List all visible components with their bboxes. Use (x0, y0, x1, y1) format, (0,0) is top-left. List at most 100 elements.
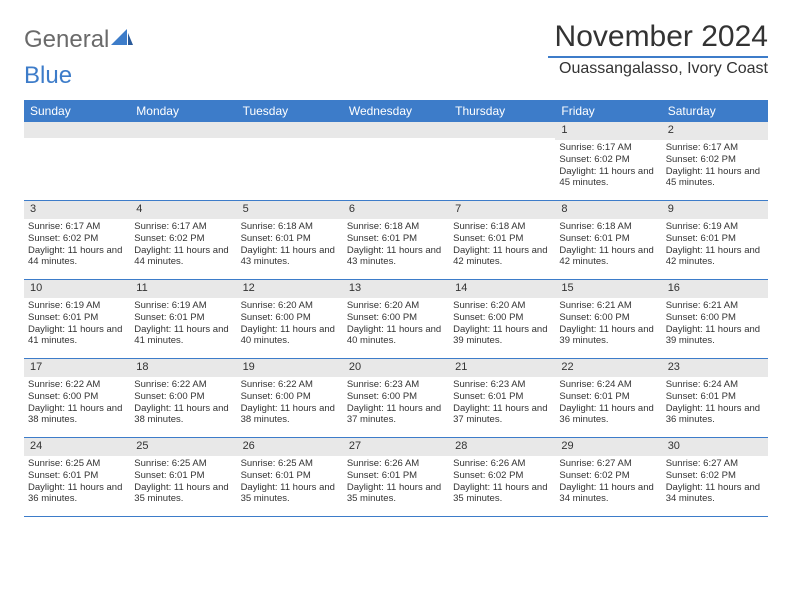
day-number (24, 122, 130, 138)
day-cell: 17Sunrise: 6:22 AMSunset: 6:00 PMDayligh… (24, 359, 130, 437)
dayheader-fri: Friday (555, 100, 661, 122)
sunset-text: Sunset: 6:00 PM (347, 312, 445, 324)
day-number: 9 (662, 201, 768, 219)
weeks-container: 1Sunrise: 6:17 AMSunset: 6:02 PMDaylight… (24, 122, 768, 517)
sunset-text: Sunset: 6:01 PM (347, 233, 445, 245)
sunrise-text: Sunrise: 6:17 AM (134, 221, 232, 233)
day-cell (237, 122, 343, 200)
day-body: Sunrise: 6:27 AMSunset: 6:02 PMDaylight:… (555, 456, 661, 510)
day-body: Sunrise: 6:20 AMSunset: 6:00 PMDaylight:… (449, 298, 555, 352)
daylight-text: Daylight: 11 hours and 38 minutes. (28, 403, 126, 427)
daylight-text: Daylight: 11 hours and 40 minutes. (241, 324, 339, 348)
sunset-text: Sunset: 6:02 PM (453, 470, 551, 482)
daylight-text: Daylight: 11 hours and 36 minutes. (559, 403, 657, 427)
day-cell: 29Sunrise: 6:27 AMSunset: 6:02 PMDayligh… (555, 438, 661, 516)
day-number: 14 (449, 280, 555, 298)
daylight-text: Daylight: 11 hours and 35 minutes. (347, 482, 445, 506)
sunrise-text: Sunrise: 6:19 AM (134, 300, 232, 312)
day-number: 16 (662, 280, 768, 298)
sunrise-text: Sunrise: 6:21 AM (559, 300, 657, 312)
day-body: Sunrise: 6:24 AMSunset: 6:01 PMDaylight:… (555, 377, 661, 431)
day-body: Sunrise: 6:18 AMSunset: 6:01 PMDaylight:… (555, 219, 661, 273)
day-cell: 8Sunrise: 6:18 AMSunset: 6:01 PMDaylight… (555, 201, 661, 279)
daylight-text: Daylight: 11 hours and 35 minutes. (241, 482, 339, 506)
day-number (237, 122, 343, 138)
day-number: 20 (343, 359, 449, 377)
daylight-text: Daylight: 11 hours and 41 minutes. (28, 324, 126, 348)
day-number: 21 (449, 359, 555, 377)
week-row: 1Sunrise: 6:17 AMSunset: 6:02 PMDaylight… (24, 122, 768, 201)
dayheader-wed: Wednesday (343, 100, 449, 122)
daylight-text: Daylight: 11 hours and 35 minutes. (134, 482, 232, 506)
day-number: 18 (130, 359, 236, 377)
day-cell: 9Sunrise: 6:19 AMSunset: 6:01 PMDaylight… (662, 201, 768, 279)
day-cell: 26Sunrise: 6:25 AMSunset: 6:01 PMDayligh… (237, 438, 343, 516)
sunset-text: Sunset: 6:00 PM (347, 391, 445, 403)
week-row: 3Sunrise: 6:17 AMSunset: 6:02 PMDaylight… (24, 201, 768, 280)
day-number: 26 (237, 438, 343, 456)
day-cell: 23Sunrise: 6:24 AMSunset: 6:01 PMDayligh… (662, 359, 768, 437)
sunset-text: Sunset: 6:01 PM (453, 391, 551, 403)
daylight-text: Daylight: 11 hours and 37 minutes. (347, 403, 445, 427)
sail-icon (111, 29, 133, 47)
day-cell: 24Sunrise: 6:25 AMSunset: 6:01 PMDayligh… (24, 438, 130, 516)
sunrise-text: Sunrise: 6:18 AM (347, 221, 445, 233)
day-cell: 2Sunrise: 6:17 AMSunset: 6:02 PMDaylight… (662, 122, 768, 200)
day-header-row: Sunday Monday Tuesday Wednesday Thursday… (24, 100, 768, 122)
daylight-text: Daylight: 11 hours and 35 minutes. (453, 482, 551, 506)
sunrise-text: Sunrise: 6:22 AM (241, 379, 339, 391)
day-body: Sunrise: 6:25 AMSunset: 6:01 PMDaylight:… (237, 456, 343, 510)
sunset-text: Sunset: 6:01 PM (666, 391, 764, 403)
day-number: 23 (662, 359, 768, 377)
day-body: Sunrise: 6:22 AMSunset: 6:00 PMDaylight:… (130, 377, 236, 431)
sunset-text: Sunset: 6:00 PM (28, 391, 126, 403)
day-body: Sunrise: 6:17 AMSunset: 6:02 PMDaylight:… (24, 219, 130, 273)
sunrise-text: Sunrise: 6:24 AM (666, 379, 764, 391)
sunset-text: Sunset: 6:00 PM (666, 312, 764, 324)
sunrise-text: Sunrise: 6:26 AM (453, 458, 551, 470)
day-body: Sunrise: 6:27 AMSunset: 6:02 PMDaylight:… (662, 456, 768, 510)
day-body: Sunrise: 6:17 AMSunset: 6:02 PMDaylight:… (130, 219, 236, 273)
day-number: 1 (555, 122, 661, 140)
day-number: 27 (343, 438, 449, 456)
sunset-text: Sunset: 6:00 PM (241, 391, 339, 403)
day-cell: 3Sunrise: 6:17 AMSunset: 6:02 PMDaylight… (24, 201, 130, 279)
day-number: 22 (555, 359, 661, 377)
brand-part1: General (24, 26, 109, 54)
sunrise-text: Sunrise: 6:20 AM (347, 300, 445, 312)
sunrise-text: Sunrise: 6:26 AM (347, 458, 445, 470)
day-cell: 11Sunrise: 6:19 AMSunset: 6:01 PMDayligh… (130, 280, 236, 358)
day-body: Sunrise: 6:23 AMSunset: 6:00 PMDaylight:… (343, 377, 449, 431)
day-body (449, 138, 555, 144)
sunset-text: Sunset: 6:01 PM (347, 470, 445, 482)
sunrise-text: Sunrise: 6:27 AM (666, 458, 764, 470)
dayheader-tue: Tuesday (237, 100, 343, 122)
day-body: Sunrise: 6:18 AMSunset: 6:01 PMDaylight:… (237, 219, 343, 273)
sunrise-text: Sunrise: 6:23 AM (347, 379, 445, 391)
day-number: 28 (449, 438, 555, 456)
sunrise-text: Sunrise: 6:27 AM (559, 458, 657, 470)
day-number: 10 (24, 280, 130, 298)
day-number: 13 (343, 280, 449, 298)
sunset-text: Sunset: 6:01 PM (559, 233, 657, 245)
sunset-text: Sunset: 6:02 PM (666, 470, 764, 482)
week-row: 10Sunrise: 6:19 AMSunset: 6:01 PMDayligh… (24, 280, 768, 359)
day-cell (130, 122, 236, 200)
day-body (130, 138, 236, 144)
day-body: Sunrise: 6:22 AMSunset: 6:00 PMDaylight:… (237, 377, 343, 431)
sunset-text: Sunset: 6:02 PM (28, 233, 126, 245)
day-body: Sunrise: 6:18 AMSunset: 6:01 PMDaylight:… (449, 219, 555, 273)
day-body: Sunrise: 6:26 AMSunset: 6:01 PMDaylight:… (343, 456, 449, 510)
day-number (343, 122, 449, 138)
day-body: Sunrise: 6:19 AMSunset: 6:01 PMDaylight:… (662, 219, 768, 273)
sunset-text: Sunset: 6:00 PM (241, 312, 339, 324)
sunset-text: Sunset: 6:00 PM (559, 312, 657, 324)
day-number: 19 (237, 359, 343, 377)
daylight-text: Daylight: 11 hours and 38 minutes. (241, 403, 339, 427)
day-body: Sunrise: 6:17 AMSunset: 6:02 PMDaylight:… (555, 140, 661, 194)
sunrise-text: Sunrise: 6:25 AM (134, 458, 232, 470)
sunrise-text: Sunrise: 6:20 AM (453, 300, 551, 312)
daylight-text: Daylight: 11 hours and 34 minutes. (559, 482, 657, 506)
sunrise-text: Sunrise: 6:22 AM (28, 379, 126, 391)
day-number (130, 122, 236, 138)
